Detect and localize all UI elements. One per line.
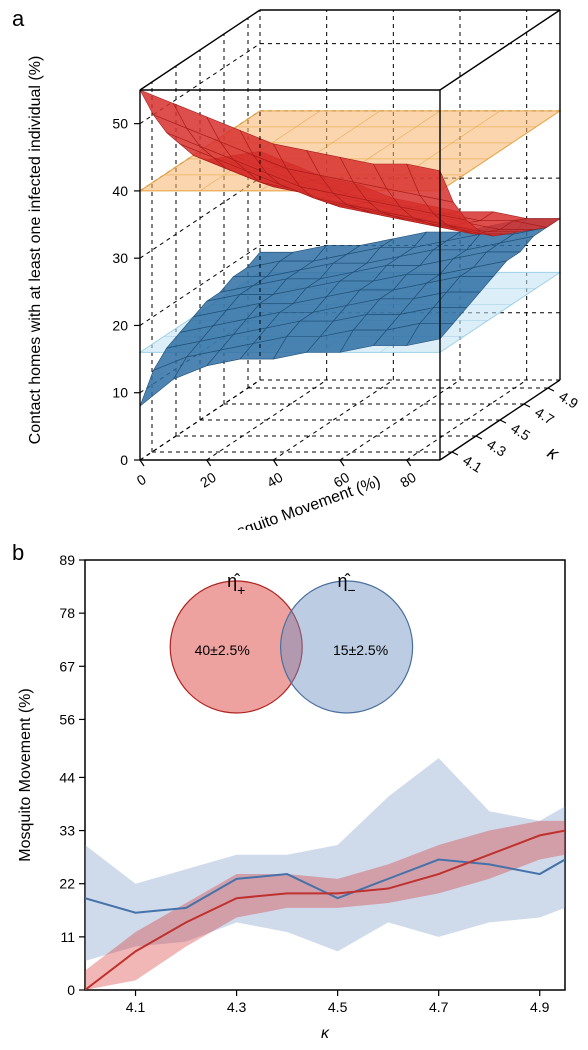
svg-text:4.1: 4.1 <box>126 999 146 1015</box>
svg-text:4.5: 4.5 <box>508 420 533 444</box>
venn-left-value: 40±2.5% <box>195 642 250 658</box>
svg-text:4.1: 4.1 <box>460 452 485 476</box>
svg-text:40: 40 <box>264 469 286 491</box>
panel-a-y-axis-label: κ <box>544 442 563 464</box>
svg-text:0: 0 <box>67 982 75 998</box>
svg-text:4.7: 4.7 <box>532 404 557 428</box>
venn-right-value: 15±2.5% <box>333 642 388 658</box>
svg-text:20: 20 <box>197 469 219 491</box>
svg-text:11: 11 <box>60 929 75 945</box>
svg-text:4.5: 4.5 <box>328 999 348 1015</box>
panel-b-line-plot: 4.1 4.3 4.5 4.7 4.9 0 11 22 33 44 56 67 78 89 κ Mosquit… <box>0 540 588 1050</box>
svg-text:33: 33 <box>59 823 75 839</box>
panel-a-3d-plot: 010203040500204060804.14.34.54.74.9Conta… <box>0 0 588 530</box>
svg-text:4.9: 4.9 <box>530 999 550 1015</box>
svg-text:20: 20 <box>112 317 128 333</box>
panel-a-x-axis-label: Mosquito Movement (%) <box>214 473 383 530</box>
svg-text:80: 80 <box>397 469 419 491</box>
svg-text:0: 0 <box>134 471 149 489</box>
svg-text:4.3: 4.3 <box>484 436 509 460</box>
svg-text:10: 10 <box>112 385 128 401</box>
figure: a b 010203040500204060804.14.34.54.74.9C… <box>0 0 588 1050</box>
svg-text:4.3: 4.3 <box>227 999 247 1015</box>
svg-text:89: 89 <box>59 552 75 568</box>
svg-text:78: 78 <box>59 605 75 621</box>
svg-text:67: 67 <box>59 658 75 674</box>
panel-a-z-axis-label: Contact homes with at least one infected… <box>27 56 44 445</box>
svg-text:30: 30 <box>112 250 128 266</box>
svg-text:44: 44 <box>59 769 75 785</box>
svg-text:4.9: 4.9 <box>556 388 581 412</box>
panel-b-x-axis-label: κ <box>321 1025 330 1042</box>
svg-text:50: 50 <box>112 116 128 132</box>
panel-b-y-axis-label: Mosquito Movement (%) <box>17 688 34 861</box>
svg-text:22: 22 <box>59 876 75 892</box>
svg-text:56: 56 <box>59 711 75 727</box>
svg-text:40: 40 <box>112 183 128 199</box>
svg-text:4.7: 4.7 <box>429 999 449 1015</box>
svg-text:0: 0 <box>120 452 128 468</box>
